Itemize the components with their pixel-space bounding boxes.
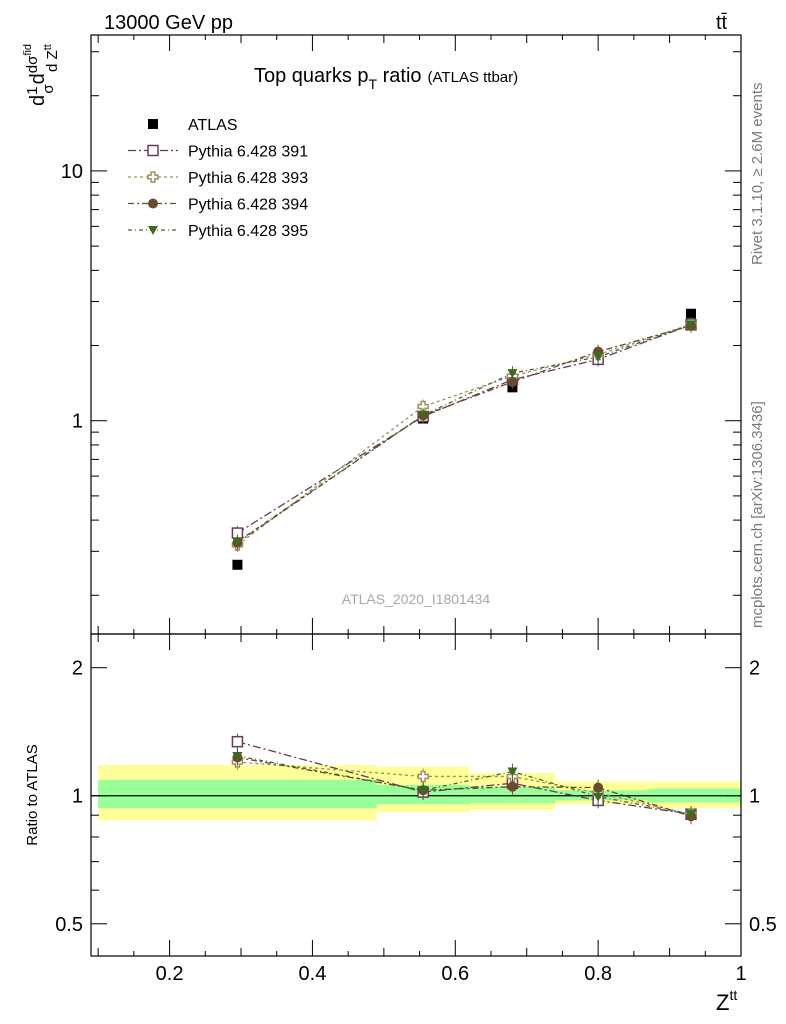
marker-circle-filled (507, 781, 518, 792)
x-tick-label: 1 (735, 963, 746, 985)
ratio-y-tick-label-right: 0.5 (749, 914, 777, 936)
main-axis-ticks: 1 10 (61, 35, 742, 634)
marker-square-filled (148, 119, 158, 129)
marker-circle-filled (148, 198, 158, 209)
ratio-ylabel: Ratio to ATLAS (24, 744, 41, 845)
marker-triangle-down (507, 767, 518, 777)
x-axis-label: Ztt (716, 987, 737, 1015)
marker-square-filled (686, 308, 696, 319)
ratio-uncertainty-bands (91, 765, 741, 821)
main-y-tick-label: 1 (72, 411, 83, 433)
ratio-panel-frame (90, 633, 742, 957)
marker-triangle-down (418, 786, 429, 796)
marker-circle-filled (507, 376, 518, 387)
marker-cross-open (417, 770, 429, 783)
marker-triangle-down (507, 369, 518, 379)
series-line (237, 323, 692, 546)
series-line (237, 324, 692, 534)
ratio-plot-area (231, 733, 697, 825)
marker-triangle-down (686, 320, 696, 330)
ratio-axis-ticks: 0.5 0.5 1 1 2 2 0.2 0.4 0.6 0.8 1 (55, 634, 777, 985)
x-tick-label: 0.8 (584, 963, 612, 985)
plot-title: Top quarks pT ratio (ATLAS ttbar) (254, 65, 518, 92)
rivet-label: Rivet 3.1.10, ≥ 2.6M events (749, 83, 766, 266)
main-y-tick-label: 10 (61, 161, 83, 183)
marker-triangle-down (232, 751, 243, 761)
legend: ATLAS Pythia 6.428 391 Pythia 6.428 393 Pyt… (128, 117, 308, 240)
ratio-y-tick-label-left: 1 (72, 786, 83, 808)
energy-label: 13000 GeV pp (104, 12, 233, 34)
marker-circle-filled (593, 782, 604, 793)
ratio-y-tick-label-right: 2 (749, 658, 760, 680)
legend-label: Pythia 6.428 395 (188, 223, 308, 240)
main-ylabel: d1σddσfidd Ztt (22, 44, 61, 106)
marker-square-open (147, 144, 159, 157)
x-tick-label: 0.6 (441, 963, 469, 985)
mcplots-label: mcplots.cern.ch [arXiv:1306.3436] (749, 401, 766, 628)
series-line (237, 325, 692, 544)
marker-triangle-down (593, 792, 604, 802)
process-label: tt̄ (716, 12, 728, 34)
ratio-series-line (237, 756, 692, 817)
ratio-series-line (237, 741, 692, 815)
ratio-y-tick-label-left: 2 (72, 658, 83, 680)
marker-triangle-down (232, 537, 243, 547)
svg-text:Top quarks pT ratio(ATLAS ttba: Top quarks pT ratio (ATLAS ttbar) (254, 65, 518, 92)
marker-cross-open (147, 171, 159, 183)
legend-label: Pythia 6.428 391 (188, 144, 308, 161)
main-plot-area (231, 308, 697, 570)
ratio-y-tick-label-left: 0.5 (55, 914, 83, 936)
green-band (469, 786, 556, 804)
marker-triangle-down (418, 411, 429, 421)
marker-square-filled (232, 559, 243, 570)
watermark: ATLAS_2020_I1801434 (342, 591, 491, 607)
marker-triangle-down (593, 352, 604, 362)
legend-label: ATLAS (188, 117, 238, 134)
marker-triangle-down (686, 810, 696, 820)
x-tick-label: 0.2 (156, 963, 184, 985)
legend-label: Pythia 6.428 393 (188, 170, 308, 187)
marker-triangle-down (148, 226, 158, 235)
ratio-y-tick-label-right: 1 (749, 786, 760, 808)
series-line (237, 324, 692, 543)
x-tick-label: 0.4 (299, 963, 327, 985)
legend-label: Pythia 6.428 394 (188, 197, 308, 214)
svg-text:d1σddσfidd Ztt: d1σddσfidd Ztt (22, 44, 61, 106)
green-band (98, 779, 377, 809)
marker-square-open (231, 735, 244, 748)
